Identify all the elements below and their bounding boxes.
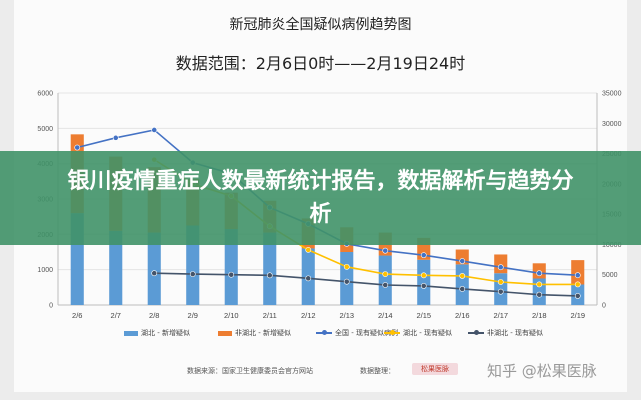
legend-swatch-non-hubei-existing [468, 330, 484, 336]
point-non-hubei-existing [343, 278, 350, 285]
point-non-hubei-existing [266, 272, 273, 279]
x-tick-label: 2/19 [570, 311, 585, 320]
point-hubei-existing [343, 263, 350, 270]
y-right-tick-label: 5000 [602, 272, 618, 279]
point-non-hubei-existing [189, 271, 196, 278]
point-hubei-existing [305, 246, 312, 253]
headline-text: 银川疫情重症人数最新统计报告，数据解析与趋势分析 [67, 169, 574, 227]
y-right-tick-label: 10000 [602, 242, 622, 249]
data-range-label: 数据范围：2月6日0时——2月19日24时 [175, 54, 466, 73]
legend-item-hubei-new: 湖北 - 新增疑似 [124, 328, 190, 338]
legend-label-existing-suspected: 全国 - 现有疑似病例 [335, 329, 398, 337]
bar-hubei-new [109, 230, 123, 305]
data-source-note: 数据来源：国家卫生健康委员会官方网站 [187, 367, 313, 375]
point-existing-suspected [459, 258, 466, 264]
point-existing-suspected [382, 247, 389, 254]
point-non-hubei-existing [420, 283, 427, 289]
legend-swatch-hubei-new [124, 330, 138, 336]
line-non-hubei-existing [154, 272, 578, 297]
y-left-tick-label: 0 [49, 303, 53, 310]
legend-item-existing-suspected: 全国 - 现有疑似病例 [316, 328, 398, 338]
y-right-tick-label: 30000 [602, 121, 622, 128]
x-tick-label: 2/10 [224, 311, 239, 320]
bar-hubei-new [147, 232, 161, 305]
legend-swatch-existing-suspected [316, 330, 332, 336]
x-tick-label: 2/6 [72, 311, 82, 320]
bar-hubei-new [263, 232, 277, 305]
point-hubei-existing [536, 281, 543, 288]
point-non-hubei-existing [497, 288, 504, 295]
y-right-tick-label: 0 [602, 303, 606, 310]
bar-hubei-new [186, 225, 200, 305]
legend-swatch-hubei-existing [384, 330, 400, 336]
chart-legend: 湖北 - 新增疑似 非湖北 - 新增疑似 全国 - 现有疑似病例 湖北 - 现有… [118, 325, 598, 343]
x-tick-label: 2/11 [263, 311, 277, 320]
legend-item-non-hubei-new: 非湖北 - 新增疑似 [218, 328, 291, 338]
legend-label-non-hubei-new: 非湖北 - 新增疑似 [235, 329, 291, 337]
point-hubei-existing [420, 272, 427, 279]
point-non-hubei-existing [305, 275, 312, 282]
point-existing-suspected [497, 264, 504, 271]
y-left-tick-label: 6000 [37, 91, 53, 98]
bar-hubei-new [340, 252, 354, 305]
x-tick-label: 2/13 [339, 311, 354, 320]
x-tick-label: 2/8 [149, 311, 159, 320]
legend-swatch-non-hubei-new [218, 330, 232, 336]
legend-item-hubei-existing: 湖北 - 现有疑似 [384, 328, 452, 338]
point-existing-suspected [74, 144, 81, 151]
bar-hubei-new [378, 255, 392, 305]
bar-hubei-new [224, 229, 238, 305]
bar-non-hubei-new [494, 254, 508, 274]
point-non-hubei-existing [228, 271, 235, 278]
x-tick-label: 2/18 [532, 311, 547, 320]
x-tick-label: 2/17 [493, 311, 508, 320]
zhihu-watermark: 知乎 @松果医脉 [487, 362, 597, 380]
x-tick-label: 2/14 [378, 311, 393, 320]
point-hubei-existing [497, 279, 504, 285]
point-existing-suspected [151, 127, 158, 133]
point-hubei-existing [382, 271, 389, 278]
legend-label-hubei-new: 湖北 - 新增疑似 [141, 329, 190, 337]
legend-item-non-hubei-existing: 非湖北 - 现有疑似 [468, 328, 543, 338]
point-hubei-existing [459, 273, 466, 279]
bar-hubei-new [417, 259, 431, 305]
point-non-hubei-existing [151, 270, 158, 277]
point-non-hubei-existing [574, 293, 581, 299]
point-non-hubei-existing [382, 282, 389, 288]
point-hubei-existing [574, 281, 581, 288]
brand-logo: 松果医脉 [412, 363, 458, 375]
point-non-hubei-existing [536, 291, 543, 298]
y-left-tick-label: 5000 [37, 126, 53, 133]
data-organizer-note: 数据整理： [360, 367, 395, 375]
point-existing-suspected [574, 272, 581, 279]
legend-label-non-hubei-existing: 非湖北 - 现有疑似 [487, 329, 543, 337]
point-existing-suspected [536, 270, 543, 277]
x-tick-label: 2/9 [188, 311, 198, 320]
x-tick-label: 2/15 [416, 311, 431, 320]
legend-label-hubei-existing: 湖北 - 现有疑似 [403, 329, 452, 337]
point-existing-suspected [112, 134, 119, 141]
point-non-hubei-existing [459, 286, 466, 292]
x-tick-label: 2/12 [301, 311, 316, 320]
bar-hubei-new [455, 264, 469, 305]
x-tick-label: 2/7 [111, 311, 121, 320]
y-left-tick-label: 1000 [37, 267, 53, 274]
headline-banner [0, 151, 641, 245]
chart-title: 新冠肺炎全国疑似病例趋势图 [229, 17, 412, 33]
point-existing-suspected [420, 252, 427, 259]
y-right-tick-label: 35000 [602, 91, 622, 98]
x-tick-label: 2/16 [455, 311, 470, 320]
